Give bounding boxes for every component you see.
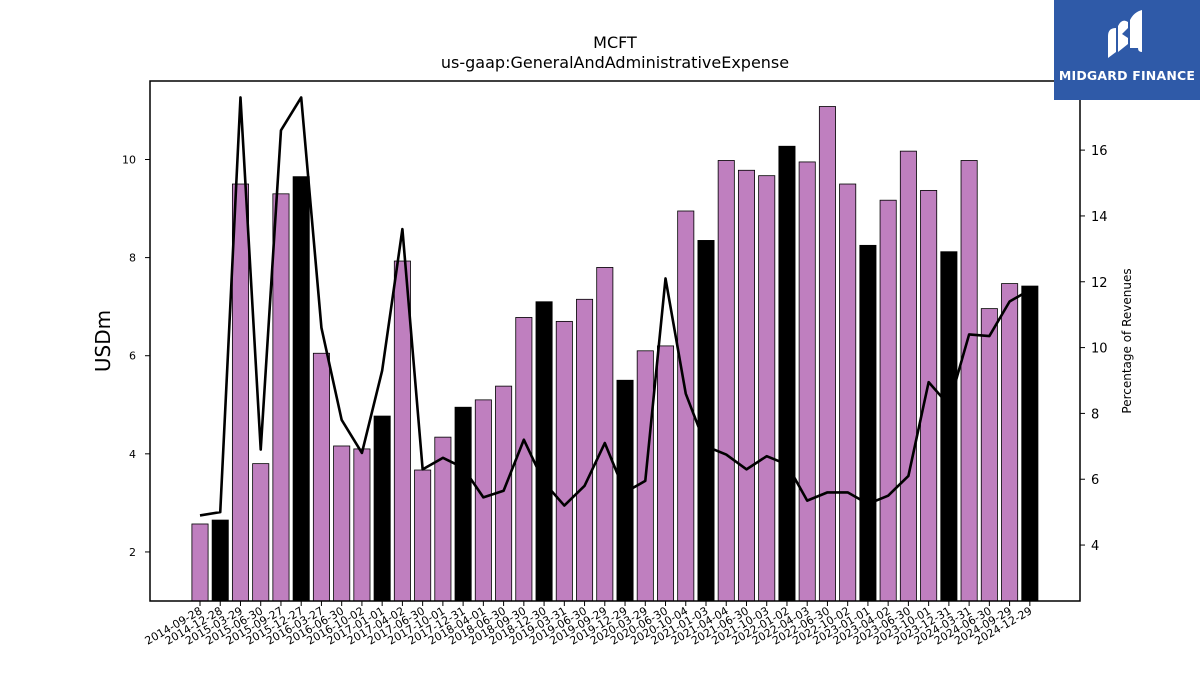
y2-tick-label: 16 xyxy=(1091,144,1108,159)
bar-2022-01-02 xyxy=(778,145,796,602)
bar-2021-10-03 xyxy=(758,175,776,602)
bar-2015-12-27 xyxy=(292,176,310,602)
y2-axis-label: Percentage of Revenues xyxy=(1120,268,1134,413)
y2-tick-label: 10 xyxy=(1091,342,1108,357)
bar-2024-09-29 xyxy=(1001,283,1019,602)
y-tick-label: 8 xyxy=(129,252,136,265)
y-axis-label: USDm xyxy=(91,310,115,372)
bar-2015-06-30 xyxy=(252,463,270,602)
y2-tick-label: 14 xyxy=(1091,210,1108,225)
bar-2015-09-27 xyxy=(272,193,290,602)
bar-2021-01-03 xyxy=(697,240,715,602)
bars-layer xyxy=(191,106,1039,602)
bar-2017-12-31 xyxy=(454,406,472,602)
y-tick-label: 4 xyxy=(129,448,136,461)
bar-2022-04-03 xyxy=(798,161,816,602)
bar-2023-06-30 xyxy=(899,150,917,602)
brand-name: MIDGARD FINANCE xyxy=(1058,68,1196,83)
y-tick-label: 2 xyxy=(129,546,136,559)
bar-2016-03-27 xyxy=(312,352,330,602)
bar-2017-01-01 xyxy=(373,415,391,602)
bar-2019-03-31 xyxy=(555,320,573,602)
y2-tick-label: 12 xyxy=(1091,276,1108,291)
chart-title: MCFT xyxy=(593,33,637,52)
bar-2019-09-29 xyxy=(596,267,614,602)
bar-2022-10-02 xyxy=(839,183,857,602)
bar-2017-06-30 xyxy=(414,469,432,602)
bar-2023-12-31 xyxy=(940,251,958,602)
plot-frame xyxy=(149,80,1081,602)
bar-2018-09-30 xyxy=(515,317,533,602)
bar-2014-12-28 xyxy=(211,519,229,602)
y-tick-label: 6 xyxy=(129,350,136,363)
brand-logo: MIDGARD FINANCE xyxy=(1054,0,1200,100)
y-tick-label: 10 xyxy=(122,153,136,166)
midgard-m-logo-icon xyxy=(1108,10,1142,58)
ratio-line xyxy=(199,96,1031,517)
bar-2022-06-30 xyxy=(818,106,836,602)
line-layer xyxy=(199,96,1031,517)
chart-subtitle: us-gaap:GeneralAndAdministrativeExpense xyxy=(441,53,789,72)
y2-tick-label: 4 xyxy=(1091,539,1099,554)
bar-2018-04-01 xyxy=(474,399,492,602)
bar-2024-03-31 xyxy=(960,160,978,602)
bar-2024-06-30 xyxy=(980,308,998,602)
bar-2023-04-02 xyxy=(879,199,897,602)
bar-2015-03-29 xyxy=(231,183,249,602)
bar-2023-10-01 xyxy=(920,189,938,602)
bar-2023-01-01 xyxy=(859,244,877,602)
bar-2021-06-30 xyxy=(737,169,755,602)
bar-2014-09-28 xyxy=(191,523,209,602)
bar-2016-10-02 xyxy=(353,448,371,602)
y2-tick-label: 6 xyxy=(1091,473,1099,488)
bar-2024-12-29 xyxy=(1021,285,1039,602)
y2-tick-label: 8 xyxy=(1091,407,1099,422)
bar-2018-12-30 xyxy=(535,301,553,602)
axes-layer: 246810468101214162014-09-282014-12-28201… xyxy=(122,144,1108,647)
bar-2021-04-04 xyxy=(717,160,735,602)
bar-2020-06-30 xyxy=(657,345,675,602)
bar-2016-06-30 xyxy=(333,445,351,602)
bar-2019-06-30 xyxy=(576,298,594,602)
bar-2017-04-02 xyxy=(393,260,411,602)
